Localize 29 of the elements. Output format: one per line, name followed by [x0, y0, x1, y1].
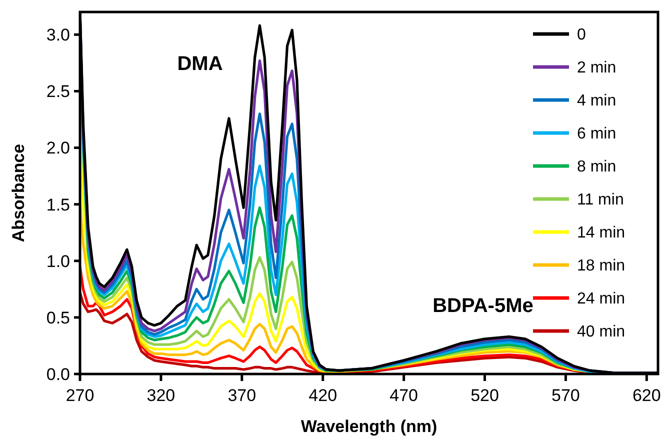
legend-label: 0: [577, 26, 586, 44]
legend-label: 40 min: [577, 324, 626, 341]
x-tick-label: 520: [470, 386, 499, 405]
x-tick-label: 470: [390, 386, 418, 405]
x-tick-label: 570: [552, 386, 580, 405]
legend-label: 2 min: [577, 60, 616, 77]
legend-label: 6 min: [577, 126, 616, 143]
y-tick-label: 2.0: [46, 138, 70, 158]
y-tick-label: 3.0: [46, 26, 70, 45]
legend-label: 18 min: [577, 258, 626, 275]
y-tick-label: 1.5: [46, 195, 70, 214]
x-tick-label: 420: [308, 386, 338, 405]
legend-label: 11 min: [577, 192, 624, 209]
legend-label: 8 min: [577, 158, 616, 176]
legend-label: 14 min: [577, 224, 626, 242]
x-axis-title: Wavelength (nm): [300, 417, 438, 436]
x-tick-label: 320: [146, 386, 176, 405]
x-tick-label: 620: [632, 386, 661, 405]
annotation: DMA: [177, 53, 223, 75]
legend-label: 4 min: [577, 92, 616, 110]
y-tick-label: 1.0: [46, 252, 70, 271]
x-tick-label: 270: [66, 386, 94, 405]
y-tick-label: 0.5: [46, 308, 70, 328]
legend-label: 24 min: [577, 290, 626, 308]
y-tick-label: 0.0: [46, 364, 70, 384]
x-tick-label: 370: [228, 386, 256, 405]
y-axis-title: Absorbance: [9, 144, 28, 242]
y-tick-label: 2.5: [46, 82, 70, 102]
annotation: BDPA-5Me: [432, 295, 534, 317]
